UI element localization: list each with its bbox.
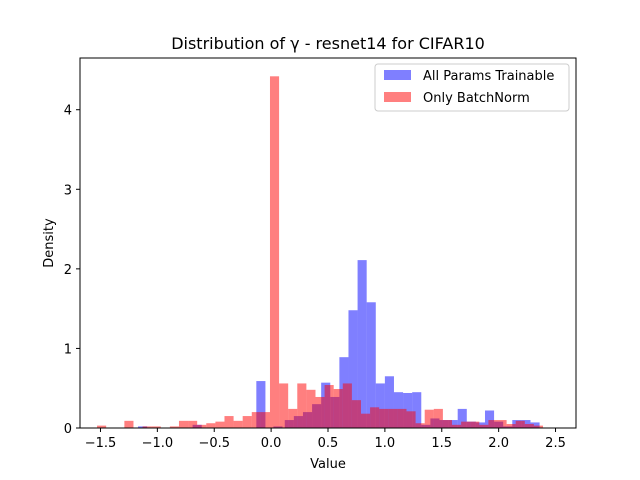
bar-all-params <box>256 381 266 428</box>
bar-only-batchnorm <box>424 409 434 428</box>
x-axis-label: Value <box>310 457 346 472</box>
bar-only-batchnorm <box>124 420 134 428</box>
x-axis-ticks: −1.5 −1.0 −0.5 0.0 0.5 1.0 1.5 2.0 2.5 <box>85 428 566 451</box>
bar-only-batchnorm <box>178 420 189 428</box>
bar-only-batchnorm <box>533 425 544 428</box>
bar-only-batchnorm <box>351 400 361 428</box>
bar-only-batchnorm <box>188 420 198 428</box>
bar-only-batchnorm <box>479 424 489 428</box>
bar-all-params <box>348 310 358 428</box>
legend-label-all-params: All Params Trainable <box>423 69 554 84</box>
bar-only-batchnorm <box>488 420 498 428</box>
bar-only-batchnorm <box>288 408 298 428</box>
bar-only-batchnorm <box>269 76 280 429</box>
bar-all-params <box>412 392 422 428</box>
bar-only-batchnorm <box>360 413 371 428</box>
bar-only-batchnorm <box>470 421 480 428</box>
bar-only-batchnorm <box>524 424 534 428</box>
bar-all-params <box>403 392 413 428</box>
y-axis-ticks: 0 1 2 3 4 <box>64 104 80 437</box>
x-tick-label: 2.5 <box>545 436 566 451</box>
bar-only-batchnorm <box>97 425 107 428</box>
bar-all-params <box>357 260 367 428</box>
y-axis-label: Density <box>42 218 57 268</box>
legend: All Params Trainable Only BatchNorm <box>374 63 570 112</box>
bar-only-batchnorm <box>224 416 234 428</box>
bar-only-batchnorm <box>342 383 352 428</box>
bar-only-batchnorm <box>415 423 425 428</box>
bar-only-batchnorm <box>242 416 252 428</box>
y-tick-label: 0 <box>64 422 72 437</box>
bar-all-params <box>457 408 467 428</box>
chart-title: Distribution of γ - resnet14 for CIFAR10 <box>171 34 485 53</box>
legend-swatch-all-params <box>384 70 411 80</box>
x-tick-label: 0.5 <box>318 436 339 451</box>
legend-swatch-only-batchnorm <box>384 92 411 102</box>
bar-only-batchnorm <box>433 408 443 428</box>
bar-only-batchnorm <box>233 420 243 428</box>
bar-all-params <box>384 376 394 428</box>
bar-only-batchnorm <box>506 424 516 428</box>
bar-only-batchnorm <box>279 383 289 428</box>
legend-label-only-batchnorm: Only BatchNorm <box>423 91 530 106</box>
x-tick-label: −0.5 <box>198 436 230 451</box>
bar-only-batchnorm <box>315 396 325 428</box>
x-tick-label: 1.0 <box>375 436 396 451</box>
bar-only-batchnorm <box>206 423 216 428</box>
bar-only-batchnorm <box>306 389 316 428</box>
bar-only-batchnorm <box>215 421 225 428</box>
bar-only-batchnorm <box>497 420 507 428</box>
bar-only-batchnorm <box>260 412 270 428</box>
bar-only-batchnorm <box>324 385 334 428</box>
bar-only-batchnorm <box>388 408 398 428</box>
x-tick-label: 1.5 <box>431 436 452 451</box>
bar-only-batchnorm <box>452 424 462 428</box>
bar-only-batchnorm <box>397 408 407 428</box>
bar-all-params <box>448 420 458 428</box>
legend-box <box>374 63 570 112</box>
bar-all-params <box>366 302 376 428</box>
bar-only-batchnorm <box>169 426 179 428</box>
y-tick-label: 3 <box>64 183 72 198</box>
bar-only-batchnorm <box>197 424 207 428</box>
y-tick-label: 2 <box>64 263 72 278</box>
bar-only-batchnorm <box>442 420 452 428</box>
bar-all-params <box>484 410 495 428</box>
bar-only-batchnorm <box>515 420 525 428</box>
bar-all-params <box>375 383 385 428</box>
bar-only-batchnorm <box>379 408 389 428</box>
x-tick-label: 2.0 <box>488 436 509 451</box>
x-tick-label: −1.5 <box>85 436 117 451</box>
bars-group <box>97 76 544 429</box>
bar-only-batchnorm <box>251 412 261 428</box>
y-tick-label: 1 <box>64 342 72 357</box>
bar-all-params <box>530 422 540 428</box>
bar-only-batchnorm <box>370 407 380 428</box>
bar-only-batchnorm <box>406 411 416 428</box>
bar-only-batchnorm <box>151 426 161 428</box>
bar-only-batchnorm <box>333 389 343 428</box>
y-tick-label: 4 <box>64 104 72 119</box>
x-tick-label: 0.0 <box>261 436 282 451</box>
bar-only-batchnorm <box>297 383 307 428</box>
bar-only-batchnorm <box>461 421 471 428</box>
bar-only-batchnorm <box>142 426 152 428</box>
x-tick-label: −1.0 <box>142 436 174 451</box>
